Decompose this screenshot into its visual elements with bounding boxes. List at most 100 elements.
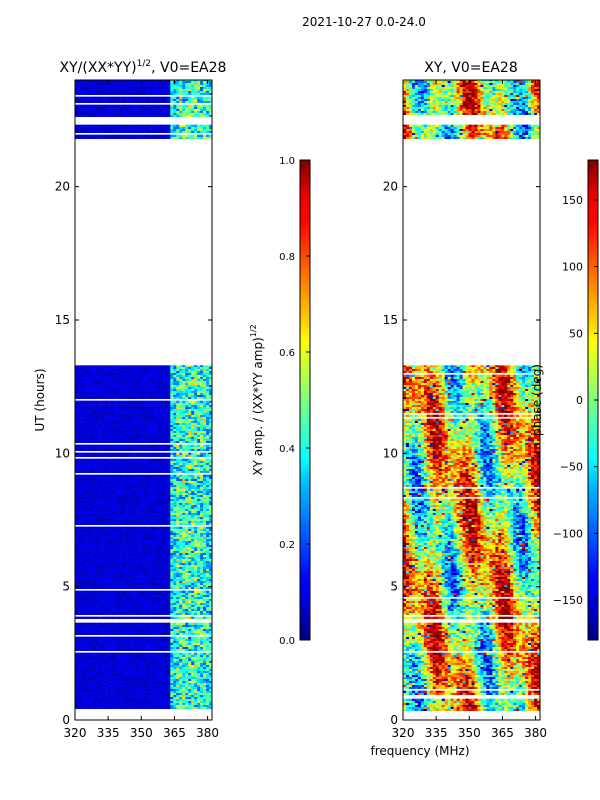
heatmap-cell: [191, 566, 195, 569]
heatmap-cell: [167, 640, 171, 643]
heatmap-cell: [155, 522, 159, 525]
heatmap-cell: [116, 534, 121, 537]
heatmap-cell: [182, 688, 186, 691]
heatmap-cell: [86, 608, 91, 611]
heatmap-cell: [194, 680, 198, 683]
heatmap-cell: [110, 506, 115, 509]
heatmap-cell: [167, 564, 171, 567]
heatmap-cell: [125, 582, 130, 585]
heatmap-cell: [95, 488, 100, 491]
heatmap-cell: [170, 480, 174, 483]
heatmap-cell: [209, 540, 213, 543]
heatmap-cell: [122, 622, 127, 625]
heatmap-cell: [194, 510, 198, 513]
heatmap-cell: [113, 542, 118, 545]
heatmap-cell: [122, 560, 127, 563]
heatmap-cell: [188, 490, 192, 493]
heatmap-cell: [92, 594, 97, 597]
heatmap-cell: [95, 516, 100, 519]
heatmap-cell: [89, 544, 94, 547]
heatmap-cell: [200, 582, 204, 585]
heatmap-cell: [173, 580, 177, 583]
heatmap-cell: [170, 530, 174, 533]
heatmap-cell: [143, 596, 147, 599]
heatmap-cell: [101, 570, 106, 573]
heatmap-cell: [98, 576, 103, 579]
heatmap-cell: [155, 686, 159, 689]
heatmap-cell: [122, 606, 127, 609]
heatmap-cell: [104, 682, 109, 685]
heatmap-cell: [122, 542, 127, 545]
heatmap-cell: [149, 602, 153, 605]
heatmap-cell: [113, 706, 118, 709]
heatmap-cell: [206, 498, 210, 501]
heatmap-cell: [176, 706, 180, 709]
heatmap-cell: [179, 604, 183, 607]
heatmap-cell: [119, 576, 124, 579]
heatmap-cell: [122, 636, 127, 639]
heatmap-cell: [182, 512, 186, 515]
heatmap-cell: [125, 542, 130, 545]
heatmap-cell: [98, 700, 103, 703]
heatmap-cell: [173, 508, 177, 511]
heatmap-cell: [182, 638, 186, 641]
heatmap-cell: [164, 676, 168, 679]
heatmap-cell: [194, 646, 198, 649]
heatmap-cell: [95, 568, 100, 571]
heatmap-cell: [176, 600, 180, 603]
heatmap-cell: [92, 498, 97, 501]
heatmap-cell: [137, 558, 141, 561]
heatmap-cell: [173, 706, 177, 709]
heatmap-cell: [209, 632, 213, 635]
heatmap-cell: [206, 528, 210, 531]
heatmap-cell: [80, 514, 85, 517]
heatmap-cell: [95, 700, 100, 703]
heatmap-cell: [107, 680, 112, 683]
heatmap-cell: [137, 642, 141, 645]
heatmap-cell: [116, 498, 121, 501]
heatmap-cell: [170, 492, 174, 495]
heatmap-cell: [107, 552, 112, 555]
heatmap-cell: [206, 624, 210, 627]
heatmap-cell: [143, 548, 147, 551]
heatmap-cell: [152, 482, 156, 485]
heatmap-cell: [140, 676, 144, 679]
heatmap-cell: [75, 558, 79, 561]
heatmap-cell: [200, 498, 204, 501]
heatmap-cell: [92, 546, 97, 549]
heatmap-cell: [185, 566, 189, 569]
heatmap-cell: [113, 512, 118, 515]
heatmap-cell: [131, 662, 135, 665]
heatmap-cell: [95, 522, 100, 525]
heatmap-cell: [137, 644, 141, 647]
heatmap-cell: [191, 624, 195, 627]
heatmap-cell: [98, 672, 103, 675]
heatmap-cell: [194, 522, 198, 525]
heatmap-cell: [83, 568, 88, 571]
heatmap-cell: [173, 604, 177, 607]
heatmap-cell: [188, 612, 192, 615]
heatmap-cell: [194, 580, 198, 583]
heatmap-cell: [146, 706, 150, 709]
heatmap-cell: [152, 518, 156, 521]
heatmap-cell: [152, 492, 156, 495]
heatmap-cell: [182, 478, 186, 481]
heatmap-cell: [122, 518, 127, 521]
heatmap-cell: [164, 660, 168, 663]
heatmap-cell: [75, 624, 79, 627]
heatmap-cell: [164, 668, 168, 671]
heatmap-cell: [128, 612, 132, 615]
heatmap-cell: [134, 680, 138, 683]
heatmap-cell: [182, 518, 186, 521]
heatmap-cell: [173, 594, 177, 597]
heatmap-cell: [167, 636, 171, 639]
heatmap-cell: [167, 536, 171, 539]
heatmap-cell: [110, 574, 115, 577]
heatmap-cell: [107, 582, 112, 585]
heatmap-cell: [110, 550, 115, 553]
heatmap-cell: [155, 672, 159, 675]
heatmap-cell: [164, 536, 168, 539]
heatmap-cell: [119, 612, 124, 615]
heatmap-cell: [125, 508, 130, 511]
heatmap-cell: [179, 480, 183, 483]
